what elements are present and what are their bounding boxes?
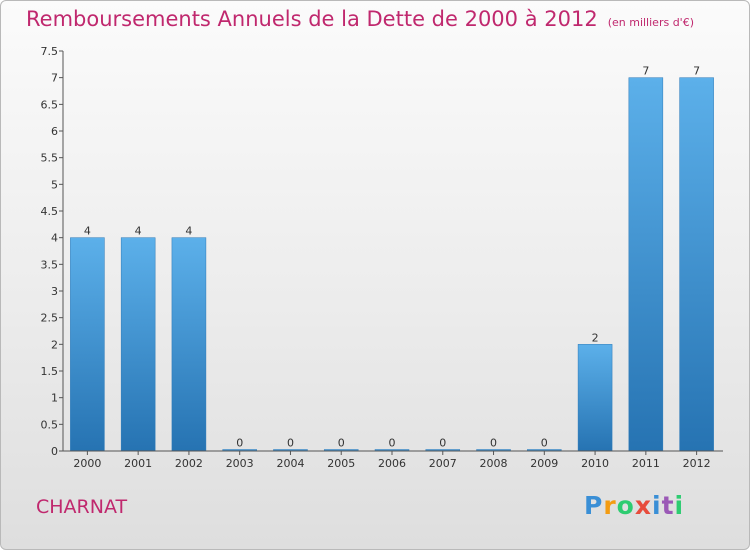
y-tick-label: 6: [51, 125, 58, 138]
x-tick-label-2009: 2009: [530, 457, 558, 470]
value-label-2000: 4: [84, 225, 91, 238]
value-label-2012: 7: [693, 65, 700, 78]
proxiti-logo: Proxiti: [584, 491, 684, 520]
y-tick-label: 3: [51, 285, 58, 298]
value-label-2010: 2: [592, 331, 599, 344]
value-label-2005: 0: [338, 437, 345, 450]
x-tick-label-2010: 2010: [581, 457, 609, 470]
logo-letter: o: [616, 491, 635, 520]
y-tick-label: 5: [51, 178, 58, 191]
logo-letter: i: [674, 491, 685, 520]
chart-unit-label: (en milliers d'€): [607, 16, 694, 29]
value-label-2006: 0: [389, 437, 396, 450]
chart-title-text: Remboursements Annuels de la Dette de 20…: [26, 7, 598, 31]
place-name: CHARNAT: [36, 496, 128, 518]
y-tick-label: 4.5: [41, 205, 59, 218]
bar-2001: [120, 237, 156, 452]
logo-letter: P: [584, 491, 604, 520]
x-tick-label-2004: 2004: [276, 457, 304, 470]
y-tick-label: 2.5: [41, 312, 59, 325]
value-label-2007: 0: [439, 437, 446, 450]
y-tick-label: 5.5: [41, 152, 59, 165]
value-label-2004: 0: [287, 437, 294, 450]
y-tick-label: 7: [51, 72, 58, 85]
bar-2002: [171, 237, 207, 452]
y-tick-label: 6.5: [41, 98, 59, 111]
x-tick-label-2001: 2001: [124, 457, 152, 470]
value-label-2008: 0: [490, 437, 497, 450]
bar-2011: [628, 77, 664, 452]
x-tick-label-2007: 2007: [429, 457, 457, 470]
x-tick-label-2002: 2002: [175, 457, 203, 470]
x-tick-label-2005: 2005: [327, 457, 355, 470]
value-label-2009: 0: [541, 437, 548, 450]
logo-letter: i: [652, 491, 662, 520]
bar-2012: [679, 77, 714, 452]
logo-letter: r: [603, 491, 617, 520]
chart-title: Remboursements Annuels de la Dette de 20…: [26, 7, 694, 31]
x-tick-label-2006: 2006: [378, 457, 406, 470]
x-tick-label-2012: 2012: [683, 457, 711, 470]
bar-2010: [577, 344, 613, 452]
bar-2000: [70, 237, 105, 452]
y-tick-label: 1: [51, 392, 58, 405]
logo-letter: x: [634, 491, 652, 520]
value-label-2011: 7: [642, 65, 649, 78]
y-tick-label: 3.5: [41, 258, 59, 271]
x-tick-label-2011: 2011: [632, 457, 660, 470]
y-tick-label: 0.5: [41, 418, 59, 431]
value-label-2002: 4: [185, 225, 192, 238]
x-tick-label-2003: 2003: [226, 457, 254, 470]
bars: 4 4 4 0 0 0 0 0 0 0 2 7 7: [70, 65, 714, 452]
logo-letter: t: [661, 491, 675, 520]
x-tick-label-2008: 2008: [480, 457, 508, 470]
y-tick-label: 2: [51, 338, 58, 351]
value-label-2001: 4: [135, 225, 142, 238]
y-tick-label: 1.5: [41, 365, 59, 378]
y-tick-label: 7.5: [41, 45, 59, 58]
x-axis: 2000 2001 2002 2003 2004 2005 2006 2007 2008 2009…: [63, 450, 723, 470]
y-tick-label: 4: [51, 232, 58, 245]
value-label-2003: 0: [236, 437, 243, 450]
y-tick-label: 0: [51, 445, 58, 458]
y-axis: 0 0.5 1 1.5 2 2.5 3 3.5 4 4.5 5 5.5 6 6.5 7 7.5: [41, 45, 64, 458]
x-tick-label-2000: 2000: [73, 457, 101, 470]
